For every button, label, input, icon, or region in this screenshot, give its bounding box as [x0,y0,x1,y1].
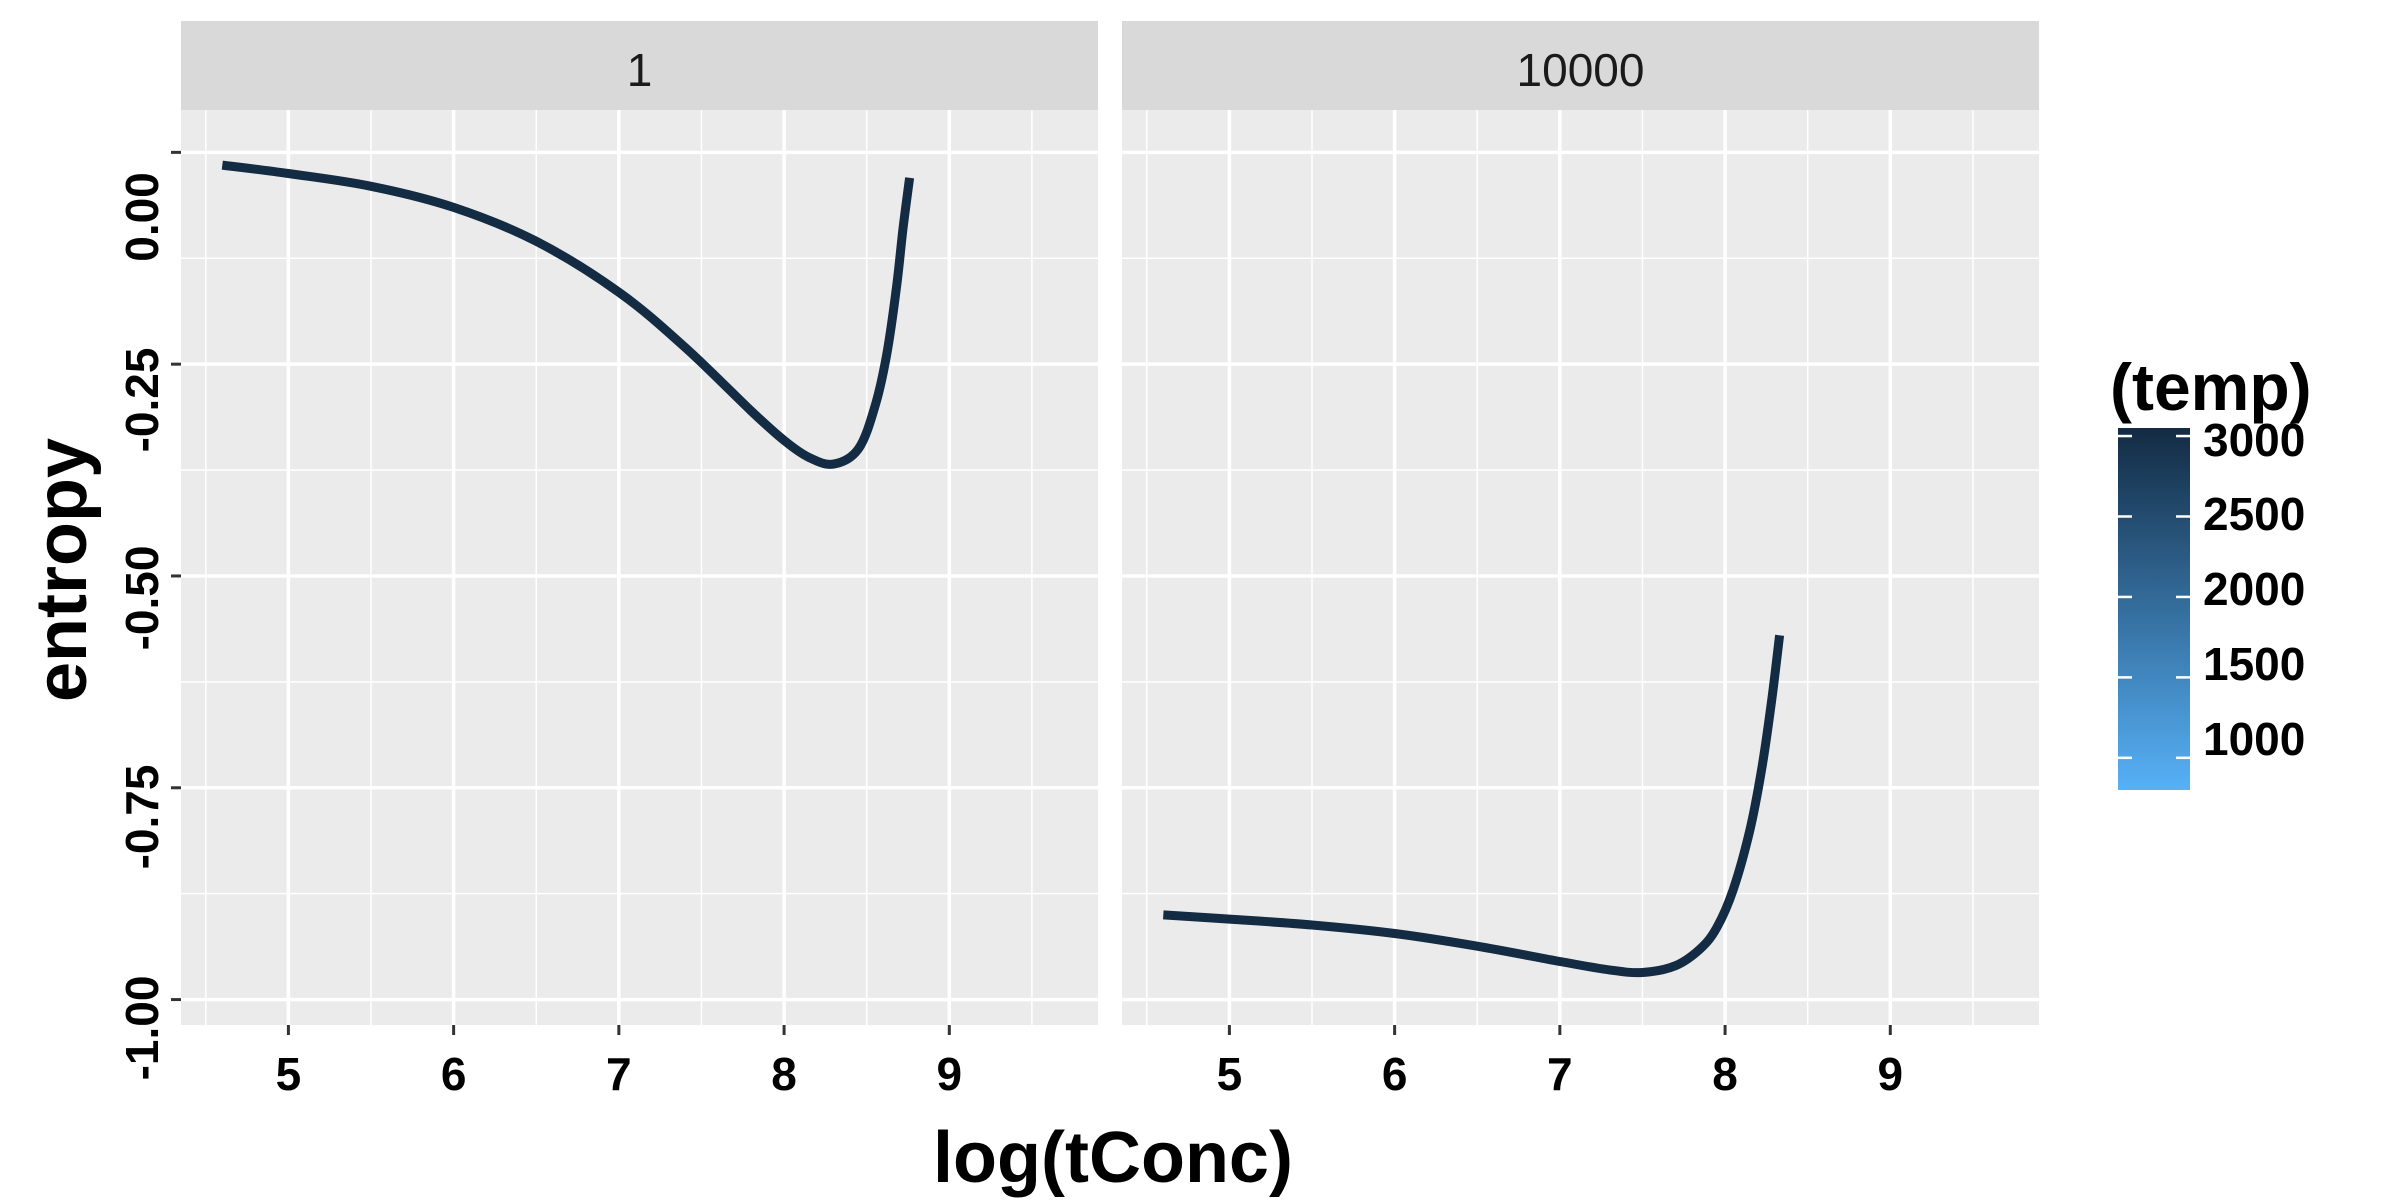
x-tick-label: 7 [1547,1048,1573,1100]
series-line [221,160,915,469]
x-axis-title: log(tConc) [933,1118,1293,1198]
facet-strip [1122,21,2039,110]
facet-strip-label: 1 [627,44,653,96]
legend-colorbar [2118,428,2190,790]
color-legend: (temp) 3000 2500 2000 1500 1000 [2110,350,2312,790]
x-tick-label: 5 [276,1048,302,1100]
panel-background [1122,110,2039,1025]
x-tick-label: 8 [1712,1048,1738,1100]
y-tick-label: -0.50 [116,546,168,651]
facet-panel: 10000 5 6 7 8 9 [1122,21,2039,1100]
series-line [1163,634,1785,978]
y-tick-label: -0.25 [116,348,168,453]
x-tick-label: 6 [1382,1048,1408,1100]
y-axis-tick-labels: 0.00 -0.25 -0.50 -0.75 -1.00 [116,172,168,1080]
legend-title: (temp) [2110,350,2312,424]
y-tick-label: 0.00 [116,172,168,262]
facet-strip [181,21,1098,110]
y-tick-label: -1.00 [116,976,168,1081]
x-tick-label: 6 [441,1048,467,1100]
x-tick-label: 5 [1217,1048,1243,1100]
y-axis-title: entropy [22,438,102,702]
facet-strip-label: 10000 [1517,44,1645,96]
legend-label: 3000 [2203,414,2305,466]
x-tick-label: 9 [937,1048,963,1100]
x-tick-label: 8 [771,1048,797,1100]
chart-panels: 1 5 6 7 8 9 10000 5 6 7 8 9 [171,21,2039,1100]
y-tick-label: -0.75 [116,765,168,870]
legend-label: 2000 [2203,563,2305,615]
legend-label: 1000 [2203,713,2305,765]
x-tick-label: 9 [1878,1048,1904,1100]
legend-label: 1500 [2203,638,2305,690]
facet-panel: 1 5 6 7 8 9 [171,21,1098,1100]
x-tick-label: 7 [606,1048,632,1100]
panel-background [181,110,1098,1025]
legend-label: 2500 [2203,488,2305,540]
